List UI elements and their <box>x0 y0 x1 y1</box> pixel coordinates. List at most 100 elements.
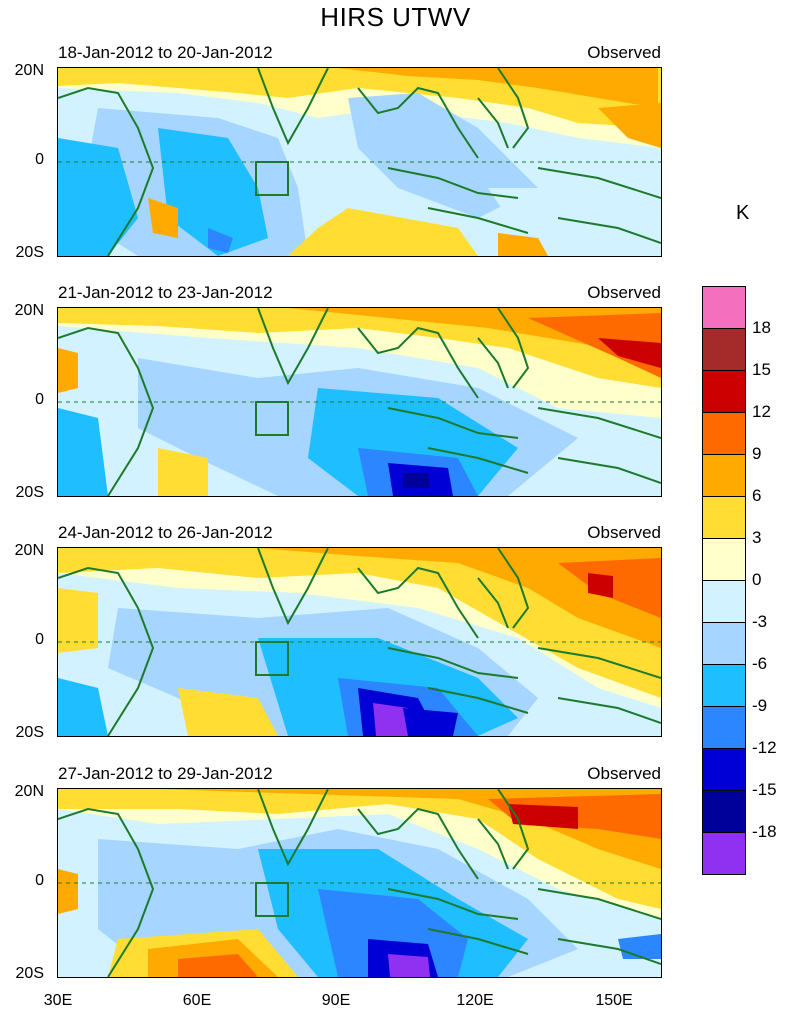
anomaly-contour-pos9 <box>178 954 258 977</box>
colorbar-swatch <box>702 791 746 833</box>
lat-label: 20S <box>15 484 44 501</box>
coastline <box>477 577 509 629</box>
coastline <box>58 566 155 736</box>
lon-label: 60E <box>182 992 212 1009</box>
coastline <box>497 68 530 149</box>
coastline <box>477 97 509 149</box>
coastline <box>387 888 519 920</box>
colorbar <box>702 286 746 875</box>
anomaly-contour-pos9 <box>528 313 661 378</box>
lat-label: 20N <box>14 62 44 79</box>
anomaly-contour-neg18 <box>403 473 430 488</box>
map-frame <box>57 307 662 497</box>
panel-label: Observed <box>587 523 661 542</box>
field-map <box>58 548 661 736</box>
lat-label: 20S <box>15 244 44 261</box>
anomaly-contour-pos6 <box>338 68 658 108</box>
coastline <box>427 447 529 474</box>
map-frame <box>57 547 662 737</box>
coastline <box>557 457 661 484</box>
colorbar-swatch <box>702 371 746 413</box>
anomaly-contour-pos6 <box>598 103 661 148</box>
coastline <box>387 167 519 199</box>
coastline <box>357 807 479 880</box>
coastline <box>257 308 329 386</box>
anomaly-contour-pos6 <box>58 869 78 914</box>
lat-label: 0 <box>35 151 44 168</box>
lon-label: 150E <box>595 992 633 1009</box>
colorbar-swatch <box>702 581 746 623</box>
colorbar-swatch <box>702 623 746 665</box>
anomaly-contour-neg9 <box>58 408 108 496</box>
colorbar-tick-label: 0 <box>752 570 762 589</box>
colorbar-swatch <box>702 707 746 749</box>
lat-label: 20N <box>14 542 44 559</box>
coastline <box>58 807 155 977</box>
panel-date-range: 24-Jan-2012 to 26-Jan-2012 <box>58 523 273 542</box>
anomaly-contour-pos3 <box>58 789 661 909</box>
colorbar-swatch <box>702 329 746 371</box>
panel-label: Observed <box>587 43 661 62</box>
coastline <box>537 407 661 439</box>
field-map <box>58 308 661 496</box>
coastline <box>427 207 529 234</box>
field-map <box>58 68 661 256</box>
panel-date-range: 27-Jan-2012 to 29-Jan-2012 <box>58 764 273 783</box>
colorbar-tick-label: 18 <box>752 318 771 337</box>
panel-date-range: 18-Jan-2012 to 20-Jan-2012 <box>58 43 273 62</box>
coastline <box>557 217 661 244</box>
map-panel: 18-Jan-2012 to 20-Jan-2012 Observed 20N 0 20… <box>0 0 791 261</box>
lon-label: 30E <box>43 992 73 1009</box>
map-panel: 21-Jan-2012 to 23-Jan-2012 Observed 20N 0 20… <box>0 240 791 501</box>
coastline <box>477 818 509 870</box>
colorbar-swatch <box>702 539 746 581</box>
anomaly-contour-neg9 <box>58 138 138 256</box>
coastline <box>257 789 329 867</box>
lon-label: 90E <box>321 992 351 1009</box>
coastline <box>257 548 329 626</box>
lat-label: 20N <box>14 302 44 319</box>
colorbar-tick-label: 9 <box>752 444 762 463</box>
anomaly-contour-pos12 <box>508 804 578 829</box>
map-panel: 24-Jan-2012 to 26-Jan-2012 Observed 20N 0 20… <box>0 480 791 741</box>
colorbar-tick-label: -6 <box>752 654 768 673</box>
coastline <box>427 687 529 714</box>
anomaly-contour-neg12 <box>208 228 233 253</box>
lat-label: 20N <box>14 783 44 800</box>
anomaly-contour-neg9 <box>58 678 108 736</box>
anomaly-contour-pos12 <box>588 573 613 598</box>
colorbar-tick-label: 6 <box>752 486 762 505</box>
map-panel: 27-Jan-2012 to 29-Jan-2012 Observed 20N 0 20… <box>0 721 791 982</box>
colorbar-tick-label: 12 <box>752 402 771 421</box>
coastline <box>58 326 155 496</box>
colorbar-swatch <box>702 286 746 329</box>
anomaly-contour-pos6 <box>258 548 661 648</box>
colorbar-tick-label: -12 <box>752 738 777 757</box>
anomaly-contour-neg9 <box>308 388 518 496</box>
colorbar-tick-label: -15 <box>752 780 777 799</box>
anomaly-contour-neg6 <box>348 93 538 218</box>
coastline <box>497 308 530 389</box>
anomaly-contour-pos3 <box>58 548 661 698</box>
anomaly-contour-pos12 <box>598 338 661 368</box>
colorbar-tick-label: -9 <box>752 696 768 715</box>
panel-label: Observed <box>587 283 661 302</box>
field-map <box>58 789 661 977</box>
anomaly-contour-neg21 <box>388 954 430 977</box>
coastline <box>357 566 479 639</box>
coastline <box>537 888 661 920</box>
colorbar-swatch <box>702 749 746 791</box>
anomaly-contour-neg3 <box>488 188 661 238</box>
colorbar-swatch <box>702 665 746 707</box>
anomaly-contour-pos3 <box>288 208 478 256</box>
colorbar-swatch <box>702 413 746 455</box>
coastline <box>387 407 519 439</box>
anomaly-contour-pos3 <box>178 688 278 736</box>
coastline <box>557 938 661 965</box>
map-frame <box>57 67 662 257</box>
lat-label: 0 <box>35 631 44 648</box>
colorbar-tick-label: -18 <box>752 822 777 841</box>
colorbar-tick-label: 15 <box>752 360 771 379</box>
lat-label: 20S <box>15 965 44 982</box>
colorbar-swatch <box>702 497 746 539</box>
